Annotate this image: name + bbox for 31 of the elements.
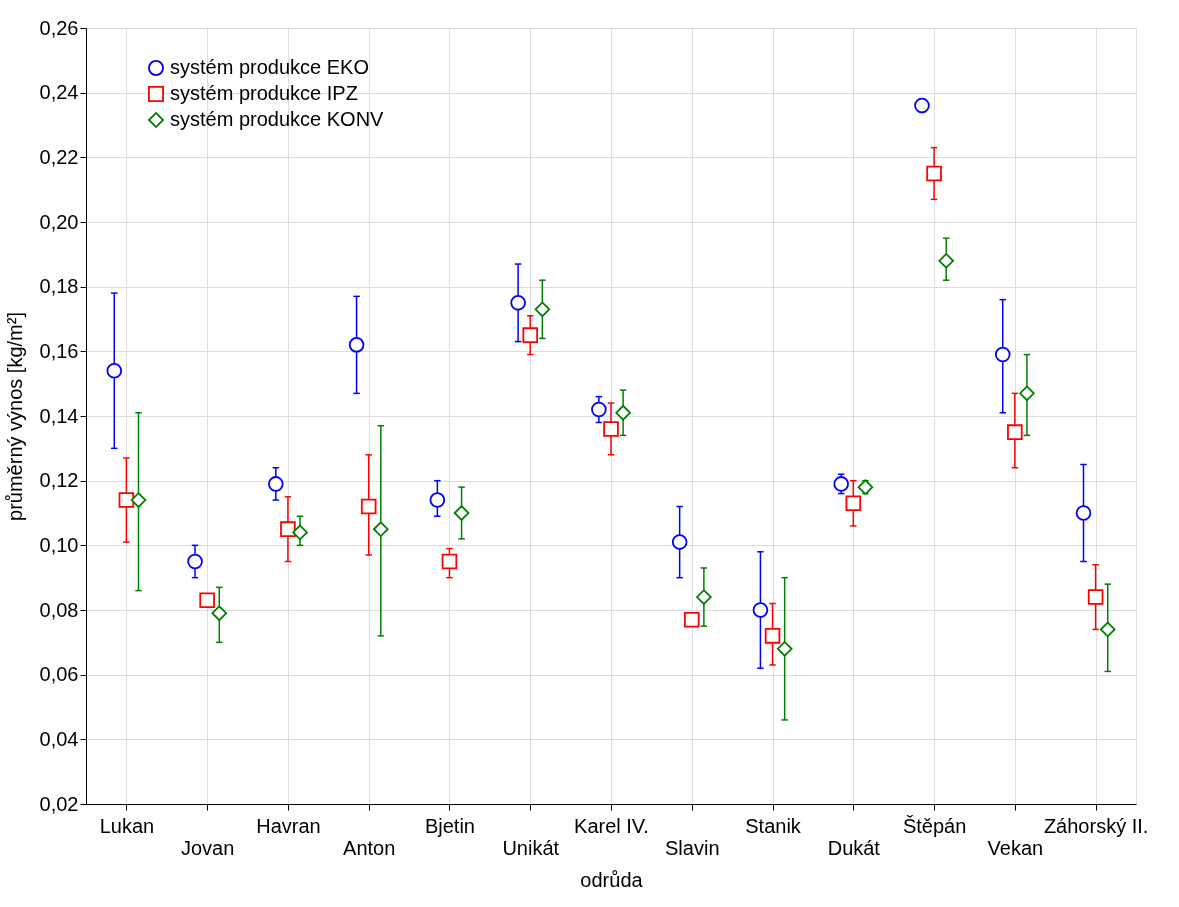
x-axis-title: odrůda	[580, 868, 644, 891]
y-tick-label: 0,02	[39, 792, 79, 815]
y-tick-label: 0,16	[39, 339, 79, 362]
x-tick-label: Jovan	[180, 836, 235, 859]
legend-label: systém produkce KONV	[170, 108, 385, 130]
y-tick-label: 0,18	[39, 275, 79, 298]
legend-label: systém produkce EKO	[170, 56, 369, 78]
x-tick-label: Stanik	[745, 814, 802, 837]
y-tick-label: 0,12	[39, 469, 79, 492]
y-tick-label: 0,22	[39, 145, 79, 168]
x-tick-label: Havran	[256, 814, 321, 837]
y-tick-label: 0,24	[39, 81, 79, 104]
y-tick-label: 0,04	[39, 727, 79, 750]
legend-label: systém produkce IPZ	[170, 82, 358, 104]
x-tick-label: Anton	[343, 836, 396, 859]
x-tick-label: Lukan	[99, 814, 155, 837]
y-tick-label: 0,08	[39, 598, 79, 621]
x-tick-label: Unikát	[502, 836, 560, 859]
x-tick-label: Štěpán	[902, 814, 967, 837]
x-tick-label: Záhorský II.	[1043, 814, 1149, 837]
y-tick-label: 0,26	[39, 16, 79, 39]
y-tick-label: 0,10	[39, 533, 79, 556]
y-axis-title: průměrný výnos [kg/m²]	[3, 312, 26, 521]
x-tick-label: Slavin	[665, 836, 720, 859]
x-tick-label: Bjetin	[424, 814, 475, 837]
y-tick-label: 0,14	[39, 404, 79, 427]
x-tick-label: Dukát	[827, 836, 881, 859]
y-tick-label: 0,20	[39, 210, 79, 233]
x-tick-label: Karel IV.	[574, 814, 649, 837]
y-tick-label: 0,06	[39, 663, 79, 686]
x-tick-label: Vekan	[987, 836, 1044, 859]
